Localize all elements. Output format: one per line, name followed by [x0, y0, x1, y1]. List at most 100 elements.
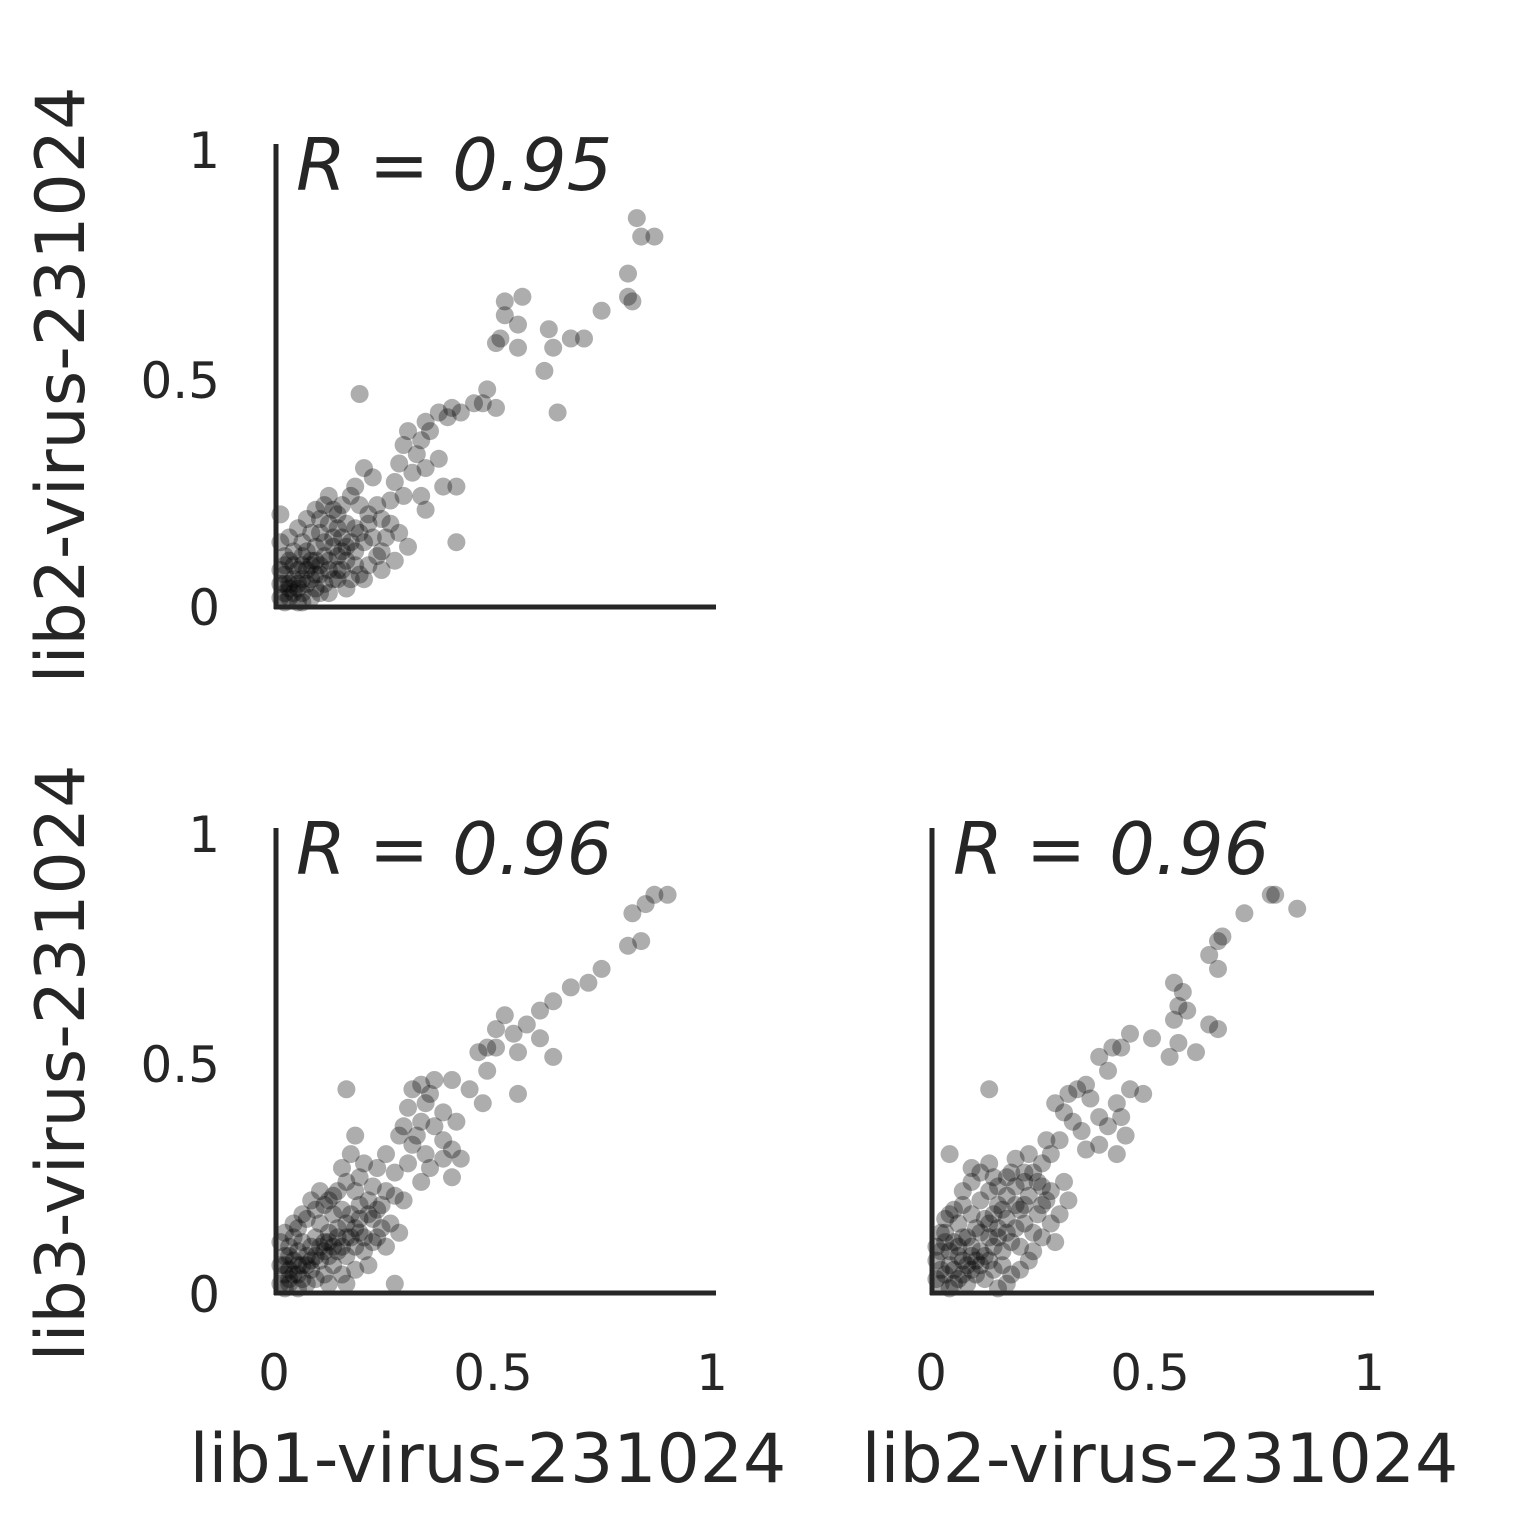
scatter-point — [1261, 885, 1280, 904]
scatter-point — [962, 1172, 981, 1191]
scatter-point — [1121, 1024, 1139, 1043]
scatter-point — [465, 394, 483, 413]
scatter-point — [1178, 1001, 1197, 1020]
scatter-point — [945, 1274, 963, 1293]
scatter-point — [280, 528, 299, 547]
scatter-point — [975, 1247, 994, 1265]
scatter-point — [416, 1145, 435, 1164]
y-tick-label: 0 — [188, 1266, 220, 1324]
scatter-point — [280, 1247, 299, 1265]
scatter-point — [980, 1251, 999, 1270]
scatter-point — [306, 1270, 325, 1289]
scatter-point — [1165, 1010, 1183, 1029]
scatter-point — [394, 1191, 413, 1210]
scatter-point — [284, 556, 303, 575]
scatter-point — [302, 523, 321, 542]
x-axis-title: lib2-virus-231024 — [862, 1420, 1459, 1499]
scatter-point — [447, 477, 466, 496]
scatter-point — [412, 1112, 431, 1131]
correlation-label: R = 0.96 — [296, 807, 612, 891]
scatter-point — [1099, 1117, 1117, 1136]
scatter-point — [346, 1260, 365, 1279]
scatter-point — [958, 1256, 977, 1275]
scatter-point — [297, 1256, 316, 1275]
scatter-point — [425, 1071, 444, 1089]
scatter-point — [311, 565, 329, 584]
scatter-point — [1235, 904, 1254, 923]
scatter-point — [302, 551, 321, 570]
scatter-point — [293, 1270, 312, 1289]
scatter-point — [377, 1182, 395, 1201]
scatter-point — [504, 1024, 523, 1043]
scatter-point — [962, 1247, 981, 1265]
scatter-point — [984, 1168, 1003, 1187]
scatter-point — [1266, 885, 1285, 904]
scatter-point — [940, 1242, 959, 1261]
scatter-point — [1015, 1196, 1034, 1214]
scatter-point — [319, 551, 338, 570]
scatter-point — [337, 551, 356, 570]
scatter-point — [328, 1182, 347, 1201]
scatter-point — [509, 1084, 527, 1103]
scatter-point — [315, 1242, 334, 1261]
scatter-point — [293, 570, 312, 589]
scatter-point — [487, 1020, 505, 1039]
scatter-point — [1019, 1251, 1038, 1270]
scatter-point — [275, 1223, 294, 1242]
scatter-point — [416, 412, 435, 431]
scatter-point — [324, 1237, 343, 1256]
scatter-point — [544, 992, 563, 1011]
scatter-point — [984, 1237, 1003, 1256]
scatter-point — [1055, 1103, 1073, 1122]
scatter-point — [297, 574, 316, 593]
scatter-point — [962, 1260, 981, 1279]
scatter-point — [940, 1205, 959, 1224]
scatter-point — [297, 1274, 316, 1293]
scatter-point — [645, 227, 664, 246]
scatter-point — [495, 306, 514, 325]
scatter-point — [993, 1256, 1012, 1275]
scatter-point — [531, 1001, 549, 1020]
scatter-point — [350, 1196, 369, 1214]
scatter-point — [434, 477, 453, 496]
scatter-point — [1011, 1237, 1029, 1256]
scatter-point — [1028, 1172, 1047, 1191]
scatter-point — [394, 1117, 413, 1136]
scatter-point — [561, 329, 580, 348]
scatter-point — [1107, 1145, 1126, 1164]
scatter-point — [1209, 1020, 1227, 1039]
scatter-point — [359, 556, 378, 575]
scatter-point — [275, 547, 294, 566]
scatter-point — [949, 1237, 968, 1256]
scatter-point — [359, 1191, 378, 1210]
scatter-point — [1200, 1015, 1219, 1034]
scatter-point — [284, 1251, 303, 1270]
scatter-point — [293, 533, 312, 552]
scatter-point — [980, 1214, 999, 1233]
scatter-point — [936, 1265, 955, 1284]
scatter-point — [319, 584, 338, 603]
scatter-point — [333, 1265, 351, 1284]
scatter-point — [412, 1172, 431, 1191]
scatter-point — [1077, 1140, 1095, 1159]
scatter-point — [324, 537, 343, 556]
scatter-point — [328, 1219, 347, 1238]
scatter-point — [517, 1015, 536, 1034]
scatter-point — [434, 1131, 453, 1150]
scatter-point — [399, 422, 417, 441]
scatter-point — [275, 584, 294, 603]
scatter-point — [311, 1182, 329, 1201]
scatter-point — [1103, 1038, 1122, 1057]
scatter-point — [429, 449, 448, 468]
scatter-point — [1050, 1205, 1069, 1224]
scatter-point — [280, 1237, 299, 1256]
scatter-point — [368, 1159, 387, 1177]
scatter-point — [337, 579, 356, 598]
scatter-point — [1037, 1131, 1056, 1150]
scatter-point — [1200, 946, 1219, 964]
scatter-point — [289, 561, 307, 579]
scatter-point — [1059, 1084, 1078, 1103]
scatter-point — [350, 496, 369, 515]
scatter-point — [346, 1237, 365, 1256]
scatter-point — [1046, 1233, 1065, 1252]
